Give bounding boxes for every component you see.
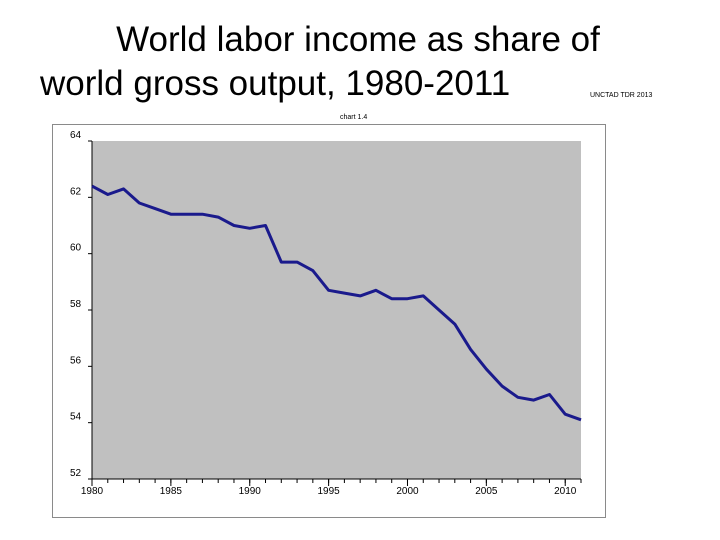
x-tick-label: 1985 [160,486,183,497]
y-tick-label: 58 [70,299,82,310]
x-tick-label: 1990 [239,486,262,497]
x-tick-label: 2005 [475,486,498,497]
chart-title-line-2: world gross output, 1980-2011 [40,64,511,103]
x-tick-label: 2010 [554,486,577,497]
series-line [91,184,582,422]
x-tick-label: 2000 [396,486,419,497]
y-tick-label: 64 [70,130,82,141]
y-tick-label: 62 [70,186,82,197]
y-tick-label: 54 [70,412,82,423]
y-tick-label: 60 [70,243,82,254]
source-note: UNCTAD TDR 2013 [590,92,653,99]
x-tick-label: 1995 [317,486,340,497]
y-tick-label: 52 [70,468,82,479]
x-tick-label: 1980 [81,486,104,497]
chart-number-note: chart 1.4 [340,114,368,121]
chart-title-line-1: World labor income as share of [116,20,600,59]
plot-area [92,141,581,479]
y-tick-label: 56 [70,355,82,366]
